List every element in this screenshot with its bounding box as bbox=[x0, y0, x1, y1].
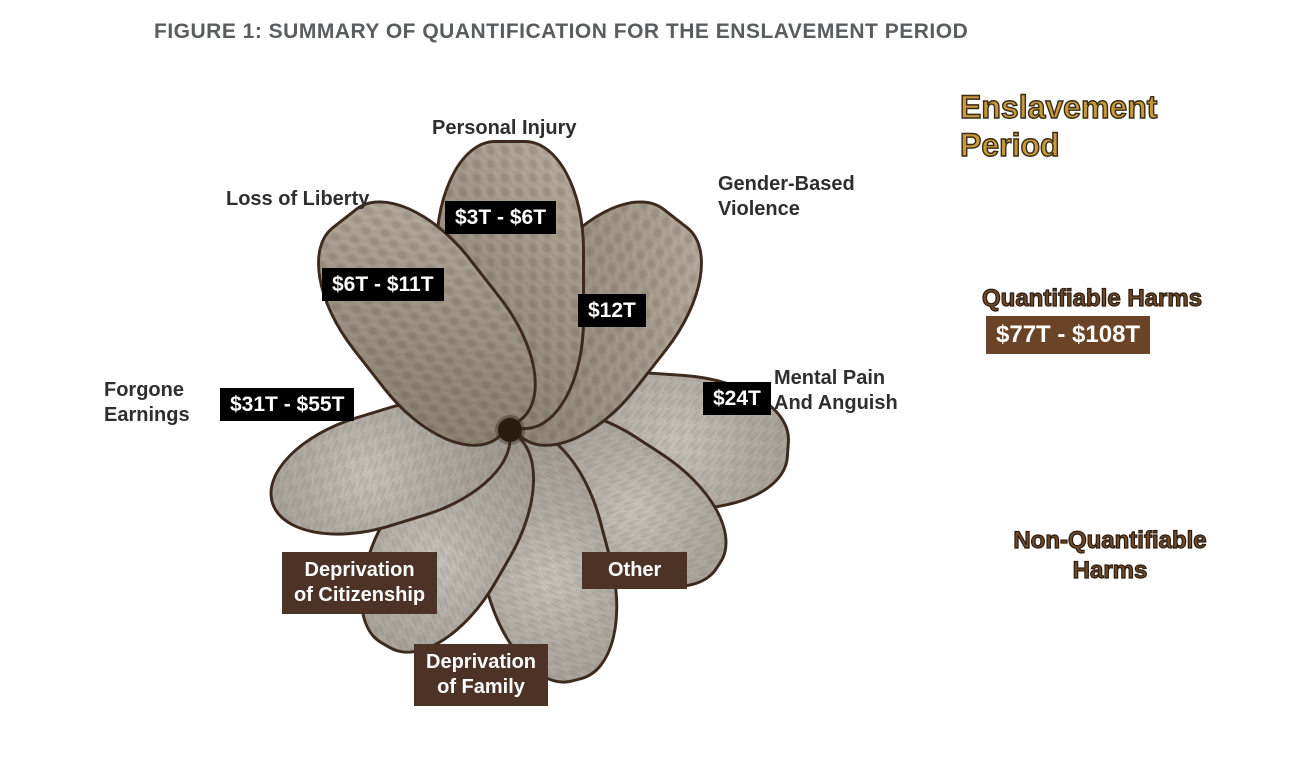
label-line: Gender-Based bbox=[718, 173, 855, 195]
label-line: Forgone bbox=[104, 379, 184, 401]
chip-deprivation-citizenship: Deprivation of Citizenship bbox=[282, 552, 437, 614]
label-loss-of-liberty: Loss of Liberty bbox=[226, 187, 369, 212]
chip-line: Other bbox=[608, 559, 661, 581]
label-line: Personal Injury bbox=[432, 117, 577, 139]
value-mental-pain: $24T bbox=[703, 382, 771, 415]
nonquant-line: Non-Quantifiable bbox=[1013, 527, 1206, 554]
value-loss-of-liberty: $6T - $11T bbox=[322, 268, 444, 301]
quantifiable-harms-label: Quantifiable Harms bbox=[982, 284, 1202, 314]
label-line: And Anguish bbox=[774, 392, 898, 414]
label-mental-pain: Mental Pain And Anguish bbox=[774, 366, 898, 416]
label-forgone-earnings: Forgone Earnings bbox=[104, 378, 190, 428]
chip-line: of Citizenship bbox=[294, 584, 425, 606]
label-line: Violence bbox=[718, 198, 800, 220]
label-line: Mental Pain bbox=[774, 367, 885, 389]
chip-line: Deprivation bbox=[305, 559, 415, 581]
period-title: Enslavement Period bbox=[960, 88, 1260, 165]
label-gender-violence: Gender-Based Violence bbox=[718, 172, 855, 222]
label-personal-injury: Personal Injury bbox=[432, 116, 577, 141]
value-personal-injury: $3T - $6T bbox=[445, 201, 556, 234]
period-title-text: Enslavement Period bbox=[960, 89, 1157, 163]
nonquant-line: Harms bbox=[1073, 557, 1148, 584]
nonquantifiable-harms-label: Non-Quantifiable Harms bbox=[980, 526, 1240, 586]
flower-hub bbox=[498, 418, 522, 442]
label-line: Loss of Liberty bbox=[226, 188, 369, 210]
value-forgone-earnings: $31T - $55T bbox=[220, 388, 354, 421]
chip-other: Other bbox=[582, 552, 687, 589]
figure-title: FIGURE 1: SUMMARY OF QUANTIFICATION FOR … bbox=[154, 20, 968, 44]
label-line: Earnings bbox=[104, 404, 190, 426]
chip-deprivation-family: Deprivation of Family bbox=[414, 644, 548, 706]
value-gender-violence: $12T bbox=[578, 294, 646, 327]
chip-line: Deprivation bbox=[426, 651, 536, 673]
chip-line: of Family bbox=[437, 676, 525, 698]
quantifiable-total-value: $77T - $108T bbox=[986, 316, 1150, 354]
